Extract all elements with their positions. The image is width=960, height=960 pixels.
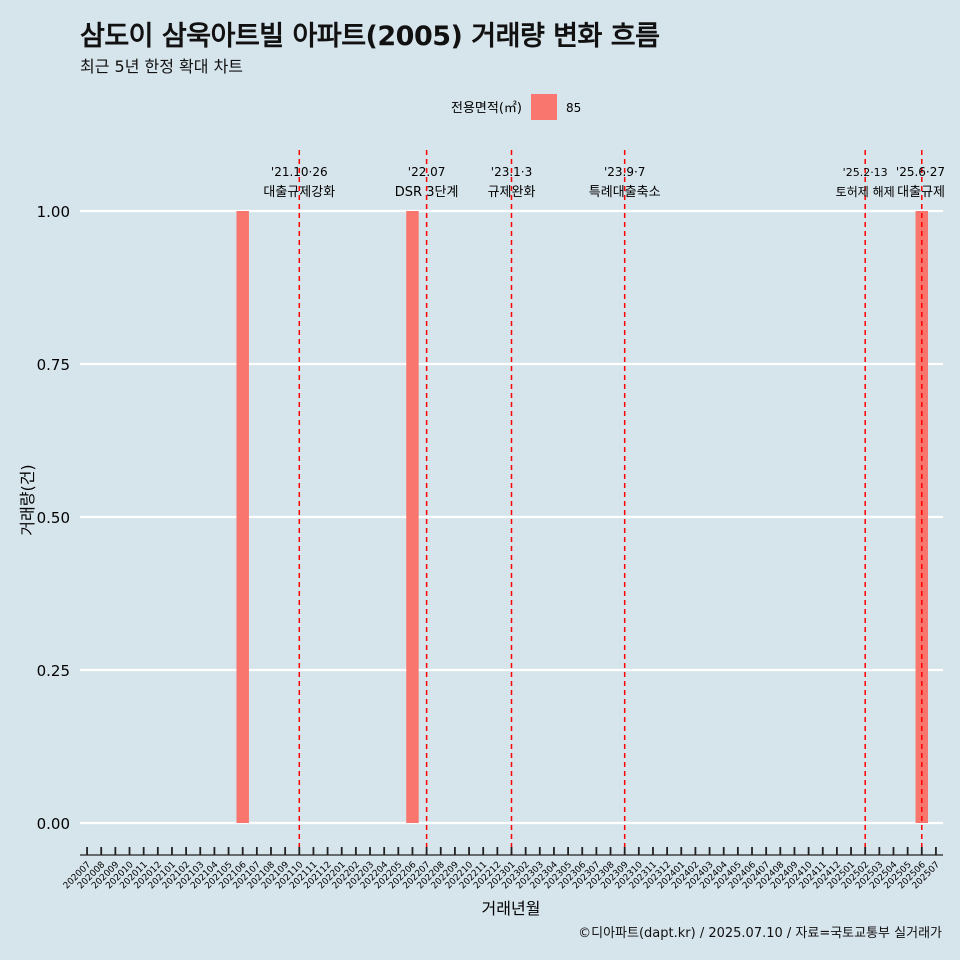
- legend-swatch: [531, 94, 557, 120]
- legend-title: 전용면적(㎡): [451, 101, 522, 116]
- event-name-label: 토허제 해제: [836, 185, 895, 199]
- bar: [236, 211, 249, 823]
- event-date-label: '23.1·3: [491, 165, 532, 179]
- x-axis-label: 거래년월: [482, 899, 541, 918]
- bar: [915, 211, 929, 823]
- event-date-label: '22.07: [408, 165, 446, 179]
- y-tick-label: 0.00: [37, 815, 70, 833]
- y-tick-label: 1.00: [37, 203, 70, 221]
- event-date-label: '21.10·26: [271, 165, 328, 179]
- event-date-label: '25.6·27: [896, 165, 945, 179]
- y-axis-label: 거래량(건): [18, 464, 37, 535]
- event-date-label: '25.2·13: [843, 166, 888, 179]
- chart-caption: ©디아파트(dapt.kr) / 2025.07.10 / 자료=국토교통부 실…: [578, 926, 942, 941]
- event-name-label: 규제완화: [488, 185, 536, 200]
- event-name-label: 대출규제: [897, 185, 945, 200]
- event-name-label: DSR 3단계: [395, 185, 459, 200]
- legend-entry: 85: [566, 101, 581, 115]
- y-tick-label: 0.75: [37, 356, 70, 374]
- bar: [406, 211, 419, 823]
- event-date-label: '23.9·7: [604, 165, 645, 179]
- event-name-label: 특례대출축소: [589, 185, 661, 200]
- event-name-label: 대출규제강화: [263, 185, 335, 200]
- y-tick-label: 0.25: [37, 662, 70, 680]
- chart-subtitle: 최근 5년 한정 확대 차트: [80, 57, 244, 76]
- y-tick-label: 0.50: [37, 509, 70, 527]
- chart-title: 삼도이 삼욱아트빌 아파트(2005) 거래량 변화 흐름: [80, 21, 660, 52]
